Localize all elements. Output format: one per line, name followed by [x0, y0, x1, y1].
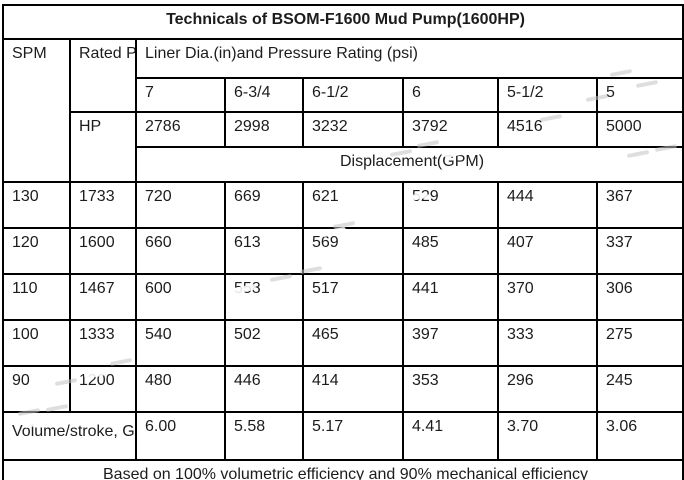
- volume-row: Volume/stroke, Gallon 6.00 5.58 5.17 4.4…: [2, 411, 684, 461]
- displacement-value-cell: 353: [402, 365, 499, 413]
- displacement-value-cell: 370: [497, 273, 598, 321]
- displacement-value-cell: 441: [402, 273, 499, 321]
- displacement-value-cell: 444: [497, 181, 598, 229]
- displacement-value-cell: 407: [497, 227, 598, 275]
- data-row-90: 90 1200 480 446 414 353 296 245: [2, 365, 684, 413]
- displacement-value-cell: 558: [224, 273, 304, 321]
- hp-header-cell: HP: [69, 111, 137, 183]
- data-row-120: 120 1600 660 613 569 485 407 337: [2, 227, 684, 275]
- pressure-value-cell: 5000: [595, 111, 684, 148]
- volume-value-cell: 6.00: [135, 411, 226, 461]
- page-title: Technicals of BSOM-F1600 Mud Pump(1600HP…: [1, 4, 684, 40]
- displacement-value-cell: 306: [595, 273, 684, 321]
- data-row-100: 100 1333 540 502 465 397 333 275: [2, 319, 684, 367]
- liner-size-cell: 5-1/2: [497, 77, 598, 113]
- efficiency-note: Based on 100% volumetric efficiency and …: [1, 459, 684, 480]
- displacement-value-cell: 529: [402, 181, 499, 229]
- displacement-value-cell: 485: [402, 227, 499, 275]
- hp-cell: 1200: [69, 365, 137, 413]
- liner-size-cell: 5: [595, 77, 684, 113]
- spm-cell: 110: [2, 273, 71, 321]
- data-row-110: 110 1467 600 558 517 441 370 306: [2, 273, 684, 321]
- volume-value-cell: 4.41: [402, 411, 499, 461]
- volume-value-cell: 3.70: [497, 411, 598, 461]
- hp-cell: 1733: [69, 181, 137, 229]
- displacement-value-cell: 414: [302, 365, 404, 413]
- liner-pressure-header-cell: Liner Dia.(in)and Pressure Rating (psi): [134, 38, 684, 79]
- spm-cell: 100: [2, 319, 71, 367]
- displacement-value-cell: 600: [135, 273, 226, 321]
- displacement-value-cell: 397: [402, 319, 499, 367]
- displacement-value-cell: 446: [224, 365, 304, 413]
- liner-size-cell: 6-1/2: [302, 77, 404, 113]
- displacement-value-cell: 540: [135, 319, 226, 367]
- spm-cell: 130: [2, 181, 71, 229]
- hp-cell: 1600: [69, 227, 137, 275]
- volume-value-cell: 5.17: [302, 411, 404, 461]
- liner-size-cell: 7: [135, 77, 226, 113]
- pressure-value-cell: 2998: [224, 111, 304, 148]
- rated-power-header-cell: Rated Power: [69, 38, 137, 113]
- liner-sizes-row: 7 6-3/4 6-1/2 6 5-1/2 5: [3, 77, 684, 113]
- displacement-value-cell: 245: [595, 365, 684, 413]
- displacement-value-cell: 502: [224, 319, 304, 367]
- displacement-value-cell: 337: [595, 227, 684, 275]
- liner-size-cell: 6-3/4: [224, 77, 304, 113]
- displacement-value-cell: 660: [135, 227, 226, 275]
- displacement-value-cell: 720: [135, 181, 226, 229]
- data-row-130: 130 1733 720 669 621 529 444 367: [2, 181, 684, 229]
- displacement-value-cell: 333: [497, 319, 598, 367]
- technicals-table: Technicals of BSOM-F1600 Mud Pump(1600HP…: [1, 4, 684, 480]
- pressure-value-cell: 2786: [135, 111, 226, 148]
- pressure-value-cell: 3232: [302, 111, 404, 148]
- spm-header-cell: SPM: [2, 38, 71, 183]
- displacement-header-cell: Displacement(GPM): [134, 146, 684, 183]
- displacement-value-cell: 621: [302, 181, 404, 229]
- displacement-value-cell: 569: [302, 227, 404, 275]
- hp-cell: 1333: [69, 319, 137, 367]
- pressure-value-cell: 3792: [402, 111, 499, 148]
- spm-cell: 90: [2, 365, 71, 413]
- hp-cell: 1467: [69, 273, 137, 321]
- displacement-value-cell: 465: [302, 319, 404, 367]
- displacement-value-cell: 613: [224, 227, 304, 275]
- liner-size-cell: 6: [402, 77, 499, 113]
- volume-value-cell: 5.58: [224, 411, 304, 461]
- displacement-value-cell: 367: [595, 181, 684, 229]
- pressure-row: HP 2786 2998 3232 3792 4516 5000: [3, 111, 684, 183]
- displacement-value-cell: 669: [224, 181, 304, 229]
- pressure-value-cell: 4516: [497, 111, 598, 148]
- spm-cell: 120: [2, 227, 71, 275]
- volume-label-cell: Volume/stroke, Gallon: [2, 411, 137, 461]
- displacement-value-cell: 517: [302, 273, 404, 321]
- displacement-value-cell: 480: [135, 365, 226, 413]
- title-row: Technicals of BSOM-F1600 Mud Pump(1600HP…: [1, 4, 684, 40]
- liner-header-row: SPM Rated Power Liner Dia.(in)and Pressu…: [2, 38, 684, 183]
- displacement-value-cell: 275: [595, 319, 684, 367]
- volume-value-cell: 3.06: [595, 411, 684, 461]
- displacement-value-cell: 296: [497, 365, 598, 413]
- footer-row: Based on 100% volumetric efficiency and …: [1, 459, 684, 480]
